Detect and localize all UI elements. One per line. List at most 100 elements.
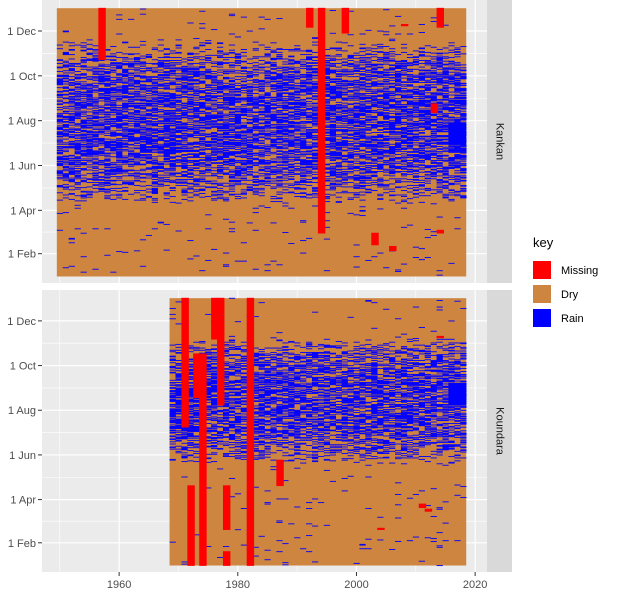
rain-day	[276, 167, 282, 168]
rain-day	[164, 175, 170, 176]
rain-day	[300, 151, 306, 152]
rain-day	[116, 98, 122, 99]
rain-day	[342, 140, 348, 141]
rain-day	[140, 98, 146, 99]
rain-day	[176, 62, 182, 63]
rain-day	[152, 135, 158, 136]
rain-day	[223, 150, 229, 151]
rain-day	[57, 94, 63, 95]
rain-day	[193, 186, 199, 187]
rain-day	[116, 100, 122, 101]
rain-day	[110, 46, 116, 47]
rain-day	[87, 98, 93, 99]
rain-day	[122, 120, 128, 121]
rain-day	[116, 52, 122, 53]
rain-day	[282, 203, 288, 204]
rain-day	[336, 180, 342, 181]
rain-day	[146, 100, 152, 101]
rain-day	[110, 131, 116, 132]
rain-day	[217, 56, 223, 57]
rain-day	[158, 166, 164, 167]
rain-day	[170, 156, 176, 157]
rain-day	[110, 121, 116, 122]
rain-day	[265, 56, 271, 57]
rain-day	[300, 121, 306, 122]
rain-day	[217, 81, 223, 82]
rain-day	[270, 97, 276, 98]
rain-day	[152, 105, 158, 106]
rain-day	[128, 69, 134, 70]
rain-day	[294, 156, 300, 157]
rain-day	[300, 222, 306, 223]
rain-day	[158, 109, 164, 110]
rain-day	[63, 81, 69, 82]
rain-day	[181, 185, 187, 186]
rain-day	[241, 178, 247, 179]
rain-day	[217, 143, 223, 144]
rain-day	[152, 172, 158, 173]
rain-day	[217, 145, 223, 146]
rain-day	[336, 85, 342, 86]
rain-day	[158, 186, 164, 187]
rain-day	[265, 81, 271, 82]
rain-day	[92, 128, 98, 129]
rain-day	[140, 75, 146, 76]
rain-day	[164, 104, 170, 105]
rain-day	[223, 54, 229, 55]
rain-day	[122, 138, 128, 139]
rain-day	[312, 65, 318, 66]
rain-day	[247, 166, 253, 167]
rain-day	[122, 85, 128, 86]
rain-day	[193, 86, 199, 87]
rain-day	[170, 65, 176, 66]
rain-day	[270, 81, 276, 82]
rain-day	[122, 182, 128, 183]
rain-day	[57, 175, 63, 176]
rain-day	[282, 144, 288, 145]
rain-day	[164, 74, 170, 75]
rain-day	[87, 78, 93, 79]
rain-day	[128, 73, 134, 74]
rain-day	[205, 57, 211, 58]
rain-day	[241, 162, 247, 163]
rain-day	[164, 103, 170, 104]
rain-day	[247, 180, 253, 181]
rain-day	[87, 59, 93, 60]
rain-day	[294, 149, 300, 150]
rain-day	[81, 73, 87, 74]
rain-day	[276, 114, 282, 115]
rain-day	[104, 69, 110, 70]
rain-day	[223, 264, 229, 265]
rain-day	[87, 103, 93, 104]
rain-day	[205, 175, 211, 176]
rain-day	[104, 155, 110, 156]
rain-day	[306, 179, 312, 180]
rain-day	[104, 88, 110, 89]
rain-day	[205, 114, 211, 115]
rain-day	[152, 123, 158, 124]
rain-day	[330, 59, 336, 60]
rain-day	[187, 71, 193, 72]
rain-day	[199, 59, 205, 60]
rain-day	[104, 117, 110, 118]
rain-day	[146, 76, 152, 77]
rain-day	[205, 260, 211, 261]
rain-day	[288, 150, 294, 151]
rain-day	[75, 98, 81, 99]
rain-day	[276, 124, 282, 125]
rain-day	[270, 136, 276, 137]
rain-day	[270, 166, 276, 167]
rain-day	[92, 80, 98, 81]
rain-day	[288, 61, 294, 62]
rain-day	[276, 85, 282, 86]
rain-day	[69, 266, 75, 267]
rain-day	[110, 109, 116, 110]
rain-day	[235, 109, 241, 110]
rain-day	[92, 129, 98, 130]
rain-day	[122, 69, 128, 70]
rain-day	[211, 144, 217, 145]
rain-day	[104, 131, 110, 132]
rain-day	[152, 181, 158, 182]
rain-day	[217, 72, 223, 73]
rain-day	[176, 70, 182, 71]
